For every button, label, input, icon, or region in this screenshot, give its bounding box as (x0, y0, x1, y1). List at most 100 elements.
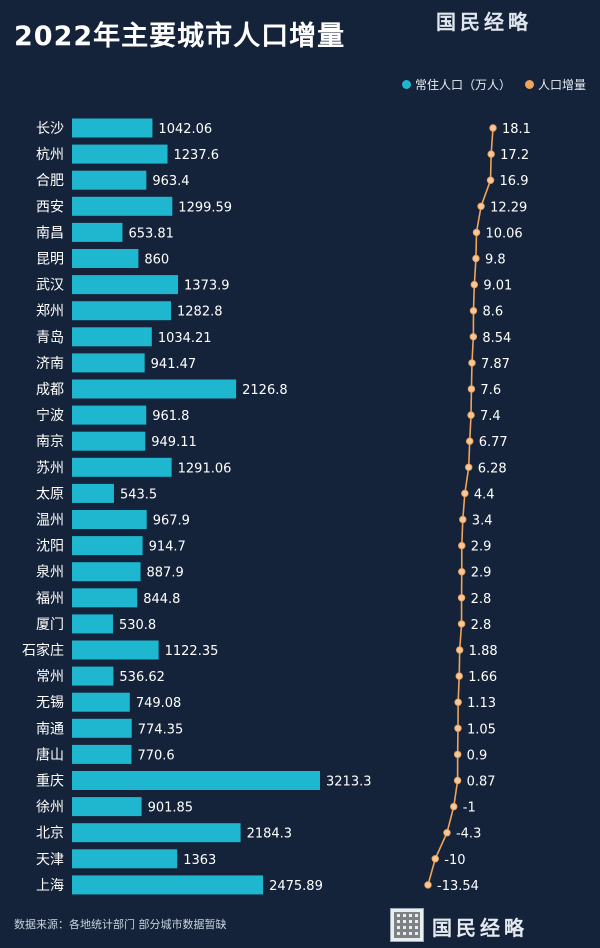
bar (72, 823, 241, 843)
bar-value-label: 1237.6 (174, 148, 220, 163)
increase-point (487, 150, 495, 158)
increase-point (468, 359, 476, 367)
bar (72, 144, 168, 164)
legend-label-population: 常住人口（万人） (414, 78, 511, 92)
increase-point (459, 515, 467, 524)
bar (72, 457, 172, 477)
bar-value-label: 2126.8 (242, 383, 288, 398)
bar-value-label: 1282.8 (177, 305, 223, 320)
bar-value-label: 1122.35 (165, 644, 219, 659)
increase-value-label: 17.2 (500, 148, 529, 163)
bar-value-label: 941.47 (151, 357, 197, 372)
bar-value-label: 2184.3 (247, 827, 293, 842)
bar-value-label: 1034.21 (158, 331, 212, 346)
legend-item-increase: 人口增量 (524, 76, 586, 93)
increase-value-label: 7.4 (480, 409, 501, 424)
bar-value-label: 749.08 (136, 696, 182, 711)
increase-point (461, 489, 469, 498)
increase-point (489, 124, 497, 132)
bar (72, 379, 237, 399)
increase-point (431, 855, 439, 863)
bar (72, 875, 264, 895)
increase-value-label: 0.9 (467, 748, 488, 763)
increase-value-label: 9.8 (485, 253, 506, 268)
increase-value-label: 8.6 (482, 305, 503, 320)
legend-label-increase: 人口增量 (537, 78, 586, 92)
increase-value-label: 6.77 (479, 435, 508, 450)
increase-value-label: 8.54 (482, 331, 511, 346)
bar (72, 483, 114, 503)
increase-point (458, 541, 466, 550)
bar-value-label: 543.5 (120, 487, 157, 502)
bar (72, 222, 123, 242)
category-label: 南京 (36, 434, 64, 450)
bar-value-label: 961.8 (152, 409, 189, 424)
category-label: 沈阳 (36, 539, 64, 555)
data-source-note: 数据来源：各地统计部门 部分城市数据暂缺 (14, 918, 227, 931)
bar-value-label: 530.8 (119, 618, 156, 633)
bar (72, 588, 138, 608)
legend: 常住人口（万人） 人口增量 (401, 76, 586, 93)
bar (72, 405, 147, 425)
increase-line (427, 127, 494, 886)
bar (72, 353, 145, 373)
bar-value-label: 1291.06 (178, 461, 232, 476)
legend-dot-line (524, 80, 534, 89)
bar (72, 666, 114, 686)
category-label: 杭州 (36, 147, 64, 163)
category-label: 上海 (36, 878, 64, 894)
bar-value-label: 949.11 (151, 435, 197, 450)
increase-value-label: 1.66 (468, 670, 497, 685)
bar-value-label: 3213.3 (326, 775, 372, 790)
bar (72, 118, 153, 138)
category-label: 长沙 (36, 121, 64, 137)
increase-point (469, 333, 478, 341)
bar (72, 536, 143, 556)
bar (72, 718, 132, 738)
increase-point (486, 176, 495, 184)
category-label: 重庆 (36, 774, 64, 790)
category-label: 北京 (36, 826, 64, 842)
bar-value-label: 653.81 (128, 226, 174, 241)
increase-value-label: 1.05 (467, 722, 496, 737)
increase-point (455, 646, 464, 654)
bar-value-label: 887.9 (147, 566, 184, 581)
bar (72, 510, 147, 529)
category-label: 温州 (36, 513, 64, 529)
bar-value-label: 844.8 (143, 592, 180, 607)
increase-point (472, 254, 480, 263)
bar-value-label: 2475.89 (269, 879, 323, 894)
category-label: 济南 (36, 356, 64, 372)
brand-logo-top: 国民经略 (436, 10, 532, 34)
bar (72, 692, 130, 712)
legend-dot-bar (401, 80, 411, 89)
category-label: 泉州 (36, 564, 64, 581)
increase-value-label: 0.87 (467, 775, 496, 790)
category-label: 西安 (36, 199, 64, 215)
bar-value-label: 1299.59 (178, 200, 232, 215)
bar (72, 849, 178, 869)
increase-value-label: 16.9 (500, 174, 529, 189)
increase-value-label: 4.4 (474, 487, 495, 502)
increase-value-label: 2.8 (471, 592, 492, 607)
increase-value-label: -1 (463, 801, 476, 816)
bar (72, 196, 173, 216)
increase-value-label: 2.8 (471, 618, 492, 633)
bar-value-label: 967.9 (153, 514, 190, 529)
legend-item-population: 常住人口（万人） (401, 76, 511, 93)
category-label: 石家庄 (22, 642, 64, 659)
bar (72, 327, 152, 347)
bar-value-label: 1373.9 (184, 279, 230, 294)
increase-point (467, 385, 476, 393)
increase-value-label: 18.1 (502, 122, 531, 137)
increase-point (454, 698, 462, 706)
bar (72, 249, 139, 268)
bar-value-label: 860 (144, 253, 169, 268)
bar (72, 431, 146, 451)
category-label: 成都 (36, 382, 64, 398)
increase-point (457, 620, 466, 628)
bar (72, 275, 179, 295)
increase-point (469, 307, 478, 315)
category-label: 唐山 (36, 746, 64, 763)
increase-value-label: -4.3 (456, 827, 481, 842)
